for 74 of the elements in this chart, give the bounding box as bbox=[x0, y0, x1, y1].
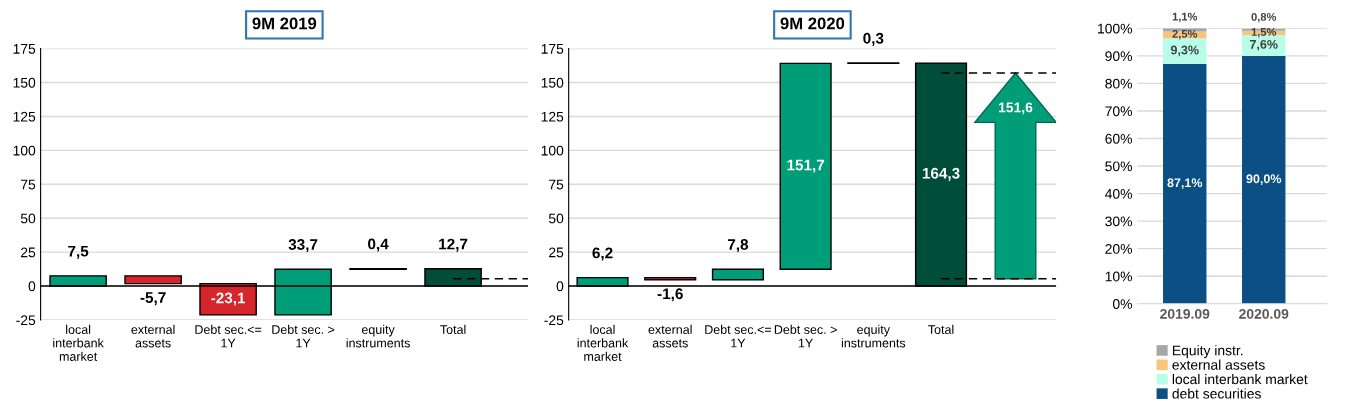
x-tick-label: 2019.09 bbox=[1160, 308, 1210, 319]
x-tick-label: local interbank market bbox=[577, 324, 629, 361]
data-label: 164,3 bbox=[922, 167, 960, 181]
y-tick-label: 0% bbox=[1112, 299, 1132, 309]
bar bbox=[1163, 38, 1207, 64]
y-tick-label: 70% bbox=[1105, 106, 1133, 117]
data-label: 151,7 bbox=[787, 159, 825, 173]
data-label: 2,5% bbox=[1172, 29, 1198, 40]
y-tick-label: 150 bbox=[541, 77, 564, 88]
y-tick-label: 0 bbox=[28, 281, 36, 292]
data-label: -23,1 bbox=[211, 292, 246, 306]
legend-label: Equity instr. bbox=[1172, 345, 1243, 359]
legend-label: local interbank market bbox=[1172, 374, 1308, 385]
x-tick-label: Debt sec.<= 1Y bbox=[195, 324, 262, 348]
x-tick-label: Total bbox=[440, 324, 466, 334]
x-tick-label: external assets bbox=[648, 324, 692, 348]
data-label: -5,7 bbox=[140, 292, 166, 306]
data-label: -1,6 bbox=[657, 288, 683, 302]
data-label: 0,8% bbox=[1251, 13, 1277, 23]
data-label: 0,3 bbox=[863, 32, 884, 46]
y-tick-label: 80% bbox=[1105, 78, 1133, 89]
y-tick-label: 125 bbox=[541, 111, 564, 122]
y-tick-label: 175 bbox=[13, 44, 36, 54]
y-tick-label: 50% bbox=[1105, 161, 1133, 172]
chart-title: 9M 2019 bbox=[252, 17, 317, 30]
y-tick-label: 50 bbox=[20, 213, 36, 224]
data-label: 33,7 bbox=[288, 239, 318, 253]
bar bbox=[711, 268, 765, 281]
legend-label: external assets bbox=[1172, 359, 1265, 370]
x-tick-label: external assets bbox=[131, 324, 175, 348]
data-label: 6,2 bbox=[592, 247, 613, 261]
chart-title: 9M 2020 bbox=[780, 17, 845, 30]
data-label: 7,6% bbox=[1250, 39, 1278, 51]
data-label: 12,7 bbox=[439, 238, 468, 252]
data-label: 9,3% bbox=[1170, 45, 1199, 57]
x-tick-label: equity instruments bbox=[841, 324, 906, 348]
x-tick-label: 2020.09 bbox=[1239, 308, 1289, 319]
data-label: 7,8 bbox=[727, 239, 749, 253]
x-tick-label: Debt sec. > 1Y bbox=[272, 324, 335, 348]
data-label: 0,4 bbox=[368, 238, 389, 252]
x-tick-label: Debt sec.<= 1Y bbox=[705, 324, 772, 348]
data-label: 7,5 bbox=[68, 245, 89, 259]
y-tick-label: -25 bbox=[16, 315, 36, 326]
bar bbox=[1242, 55, 1286, 304]
x-tick-label: Debt sec. > 1Y bbox=[774, 324, 837, 348]
y-tick-label: 75 bbox=[21, 179, 36, 190]
x-tick-label: equity instruments bbox=[346, 324, 410, 348]
bar bbox=[1163, 63, 1207, 304]
y-tick-label: 25 bbox=[21, 247, 36, 258]
y-tick-label: 100 bbox=[13, 145, 36, 156]
y-tick-label: 125 bbox=[13, 111, 36, 122]
x-tick-label: Total bbox=[928, 324, 954, 334]
data-label: 90,0% bbox=[1246, 174, 1282, 185]
data-label: 1,1% bbox=[1172, 12, 1198, 23]
y-tick-label: 100% bbox=[1098, 23, 1133, 34]
y-tick-label: 0 bbox=[556, 281, 564, 292]
y-tick-label: 40% bbox=[1105, 188, 1133, 199]
y-tick-label: 30% bbox=[1105, 216, 1133, 227]
text: 151,6 bbox=[999, 102, 1033, 115]
y-tick-label: 20% bbox=[1105, 244, 1133, 254]
data-label: 87,1% bbox=[1167, 178, 1203, 189]
y-tick-label: 100 bbox=[541, 145, 564, 156]
y-tick-label: 90% bbox=[1105, 51, 1133, 62]
y-tick-label: 75 bbox=[549, 179, 564, 190]
y-tick-label: 10% bbox=[1105, 271, 1133, 282]
legend-label: debt securities bbox=[1172, 388, 1261, 399]
y-tick-label: 50 bbox=[548, 213, 564, 224]
bar bbox=[779, 62, 832, 270]
y-tick-label: 175 bbox=[541, 44, 564, 54]
y-tick-label: 25 bbox=[549, 247, 564, 258]
y-tick-label: 150 bbox=[13, 77, 36, 88]
y-tick-label: 60% bbox=[1105, 133, 1133, 144]
x-tick-label: local interbank market bbox=[53, 324, 104, 361]
y-tick-label: -25 bbox=[544, 315, 564, 326]
